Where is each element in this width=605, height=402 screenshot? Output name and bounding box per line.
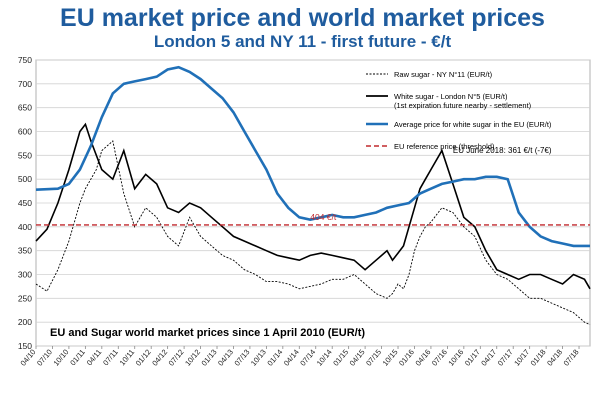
legend-note: (1st expiration future nearby - settleme…	[394, 101, 532, 110]
y-tick-label: 750	[18, 55, 32, 65]
x-tick-label: 04/16	[413, 348, 432, 368]
x-tick-label: 07/10	[35, 348, 54, 368]
x-tick-label: 04/18	[545, 348, 564, 368]
x-tick-label: 04/12	[150, 348, 169, 368]
eu-june-2018-note: EU June 2018: 361 €/t (-7€)	[453, 146, 552, 155]
x-tick-label: 07/15	[364, 348, 383, 368]
x-tick-label: 10/15	[381, 348, 400, 368]
y-tick-label: 400	[18, 222, 32, 232]
raw-sugar-series	[35, 140, 591, 326]
eu-average-series	[35, 65, 590, 248]
y-tick-label: 700	[18, 79, 32, 89]
x-tick-label: 04/11	[85, 348, 104, 368]
x-tick-label: 10/13	[249, 348, 268, 368]
y-tick-label: 500	[18, 174, 32, 184]
x-tick-label: 07/13	[232, 348, 251, 368]
legend-label: Raw sugar - NY N°11 (EUR/t)	[394, 70, 493, 79]
y-tick-label: 650	[18, 103, 32, 113]
x-tick-label: 04/13	[216, 348, 235, 368]
y-tick-label: 200	[18, 317, 32, 327]
x-tick-label: 01/12	[134, 348, 153, 368]
y-tick-label: 150	[18, 341, 32, 351]
threshold-label: 404 €/t	[310, 212, 337, 222]
x-tick-label: 07/11	[101, 348, 120, 368]
x-tick-label: 10/12	[183, 348, 202, 368]
x-tick-label: 07/12	[167, 348, 186, 368]
page-title: EU market price and world market prices	[60, 4, 545, 32]
x-tick-label: 04/17	[479, 348, 498, 368]
x-tick-label: 10/14	[315, 348, 334, 368]
x-tick-label: 01/14	[265, 348, 284, 368]
y-tick-label: 350	[18, 246, 32, 256]
x-tick-label: 01/11	[68, 348, 87, 368]
x-tick-label: 07/14	[298, 348, 317, 368]
x-tick-label: 01/18	[529, 348, 548, 368]
x-tick-label: 01/13	[200, 348, 219, 368]
x-tick-label: 07/17	[496, 348, 515, 368]
x-tick-label: 10/17	[512, 348, 531, 368]
y-tick-label: 250	[18, 293, 32, 303]
white-sugar-series	[35, 122, 591, 290]
x-tick-label: 10/10	[51, 348, 70, 368]
legend-label: EU reference price (threshold)	[394, 142, 495, 151]
x-tick-label: 04/15	[348, 348, 367, 368]
x-tick-label: 10/16	[446, 348, 465, 368]
y-tick-label: 550	[18, 150, 32, 160]
legend-label: White sugar - London N°5 (EUR/t)	[394, 92, 508, 101]
y-tick-label: 450	[18, 198, 32, 208]
x-tick-label: 01/16	[397, 348, 416, 368]
legend-label: Average price for white sugar in the EU …	[394, 120, 552, 129]
x-tick-label: 01/15	[331, 348, 350, 368]
page-subtitle: London 5 and NY 11 - first future - €/t	[153, 32, 452, 51]
y-tick-label: 600	[18, 127, 32, 137]
x-tick-label: 07/16	[430, 348, 449, 368]
y-tick-label: 300	[18, 270, 32, 280]
x-tick-label: 07/18	[562, 348, 581, 368]
chart-caption: EU and Sugar world market prices since 1…	[50, 327, 365, 339]
x-tick-label: 01/17	[463, 348, 482, 368]
price-chart: 150200250300350400450500550600650700750 …	[18, 55, 591, 368]
x-tick-label: 04/14	[282, 348, 301, 368]
x-tick-label: 10/11	[118, 348, 137, 368]
